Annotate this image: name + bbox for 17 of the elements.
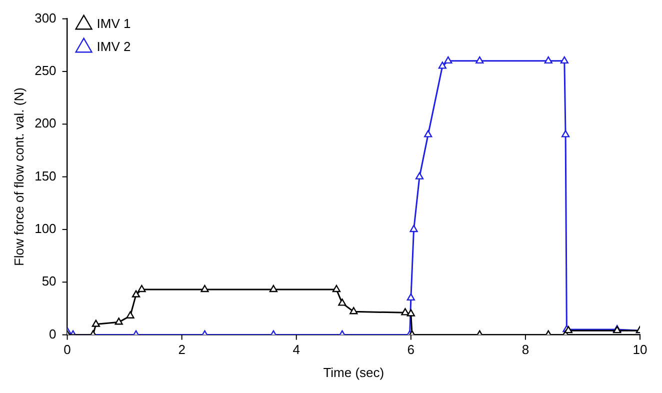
legend-label: IMV 1 bbox=[96, 16, 131, 32]
y-tick-label: 50 bbox=[42, 274, 56, 289]
legend-label: IMV 2 bbox=[96, 39, 131, 54]
y-tick-label: 250 bbox=[34, 63, 56, 78]
y-tick-label: 100 bbox=[34, 221, 56, 236]
y-tick-label: 150 bbox=[34, 168, 56, 184]
y-tick-label: 300 bbox=[34, 10, 56, 26]
x-tick-label: 8 bbox=[522, 342, 530, 358]
y-tick-label: 0 bbox=[49, 326, 56, 342]
x-tick-label: 0 bbox=[64, 342, 71, 358]
x-tick-label: 4 bbox=[292, 342, 300, 358]
x-axis-title: Time (sec) bbox=[323, 364, 384, 380]
x-tick-label: 2 bbox=[178, 342, 186, 358]
y-axis-title: Flow force of flow cont. val. (N) bbox=[11, 88, 26, 266]
y-tick-label: 200 bbox=[34, 116, 56, 131]
x-tick-label: 10 bbox=[632, 342, 648, 358]
x-tick-label: 6 bbox=[407, 342, 415, 358]
